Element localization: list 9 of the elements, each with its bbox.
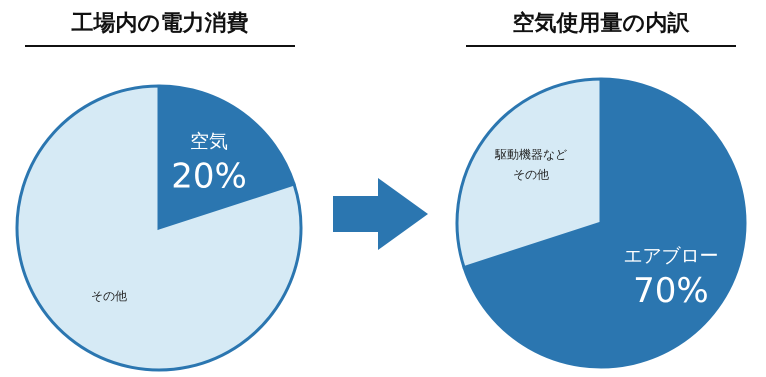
pie-slice xyxy=(16,84,302,372)
slice-label: 空気 xyxy=(190,130,228,152)
slice-label: 駆動機器などその他 xyxy=(494,147,568,182)
slice-label: エアブロー xyxy=(623,244,718,267)
slice-label: その他 xyxy=(90,289,127,304)
chart-title: 工場内の電力消費 xyxy=(70,11,248,36)
chart-title: 空気使用量の内訳 xyxy=(512,10,690,36)
data-label: 70% xyxy=(633,271,709,312)
data-label: 20% xyxy=(171,156,247,196)
